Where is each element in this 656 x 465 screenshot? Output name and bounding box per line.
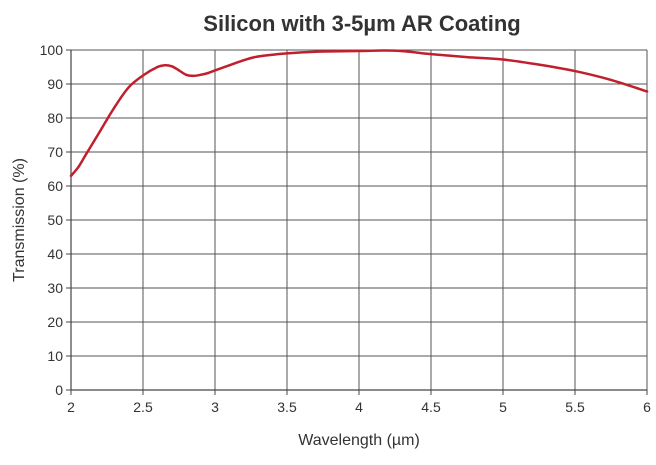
y-tick-label: 50 [47,212,63,228]
y-tick-label: 60 [47,178,63,194]
data-point [213,69,217,72]
data-point [645,90,649,93]
series-line-0 [69,49,649,178]
y-tick-label: 70 [47,144,63,160]
data-point [113,106,116,110]
y-tick-label: 10 [47,348,63,364]
data-point [185,73,188,77]
x-tick-label: 4.5 [421,399,441,415]
x-tick-labels: 2 2.5 3 3.5 4 4.5 5 5.5 6 [67,390,651,415]
y-tick-label: 40 [47,246,63,262]
data-point [199,73,202,77]
data-point [537,63,541,66]
data-point [177,69,181,72]
data-point [257,55,260,58]
data-point [501,58,505,61]
x-tick-label: 3 [211,399,219,415]
y-tick-labels: 0 10 20 30 40 50 60 70 80 90 100 [40,42,71,398]
y-tick-label: 0 [55,382,63,398]
x-tick-label: 6 [643,399,651,415]
chart-title: Silicon with 3-5µm AR Coating [203,11,520,36]
data-point [206,71,209,75]
y-tick-label: 100 [40,42,64,58]
data-point [141,74,145,77]
data-point [98,130,102,133]
y-tick-label: 30 [47,280,63,296]
series-layer [69,49,649,178]
data-point [228,64,231,67]
data-point [156,65,159,69]
x-tick-label: 2.5 [133,399,153,415]
y-tick-label: 80 [47,110,63,126]
data-point [573,69,577,73]
data-point [465,55,469,59]
data-point [84,154,87,157]
x-tick-label: 2 [67,399,75,415]
data-point [242,59,245,62]
x-tick-label: 3.5 [277,399,297,415]
data-point [77,166,80,169]
data-point [314,50,317,53]
data-point [609,78,613,82]
data-point [163,64,166,67]
data-point [393,49,397,52]
data-point [357,49,361,53]
data-point [170,65,173,68]
y-axis-label: Transmission (%) [11,158,28,282]
data-point [69,174,73,177]
x-tick-label: 5.5 [565,399,585,415]
x-axis-label: Wavelength (µm) [298,432,420,449]
data-point [285,52,289,55]
y-tick-label: 20 [47,314,63,330]
data-point [192,74,195,78]
x-tick-label: 5 [499,399,507,415]
data-point [127,86,130,89]
data-point [429,52,433,56]
x-tick-label: 4 [355,399,363,415]
y-tick-label: 90 [47,76,63,92]
gridlines [70,49,648,390]
